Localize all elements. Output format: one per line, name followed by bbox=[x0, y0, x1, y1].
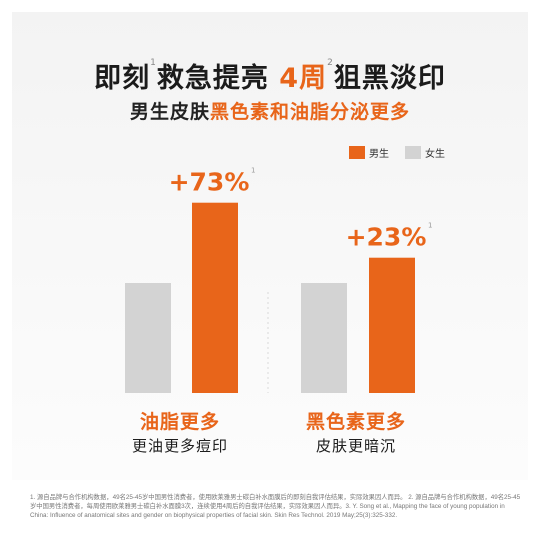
subtitle-accent: 黑色素和油脂分泌更多 bbox=[210, 101, 411, 123]
title-footnote-ref-1: 1 bbox=[150, 58, 157, 68]
background-panel bbox=[12, 12, 528, 480]
page-title: 即刻1救急提亮 4周2狙黑淡印 bbox=[0, 56, 540, 95]
bar-female-1 bbox=[301, 283, 347, 393]
legend-label-male: 男生 bbox=[369, 149, 389, 160]
bar-female-0 bbox=[125, 283, 171, 393]
category-title-oil: 油脂更多 bbox=[139, 411, 220, 433]
footnote: 1. 源自品牌与合作机构数据，49名25-45岁中国男性消费者，使用欧莱雅男士碳… bbox=[30, 494, 521, 519]
bar-male-1 bbox=[369, 257, 415, 393]
chart-legend: 男生 女生 bbox=[349, 145, 461, 160]
legend-item-female: 女生 bbox=[405, 145, 445, 160]
legend-item-male: 男生 bbox=[349, 145, 389, 160]
subtitle-plain: 男生皮肤 bbox=[129, 101, 210, 123]
title-footnote-ref-2: 2 bbox=[327, 58, 334, 68]
legend-label-female: 女生 bbox=[425, 149, 445, 160]
data-label-1: +23% bbox=[346, 223, 427, 252]
category-subtitle-melanin: 皮肤更暗沉 bbox=[315, 437, 396, 455]
title-part-2: 救急提亮 bbox=[156, 63, 269, 94]
category-subtitle-oil: 更油更多痘印 bbox=[131, 437, 228, 455]
data-label-footnote-ref-1: 1 bbox=[428, 222, 432, 230]
data-label-footnote-ref-0: 1 bbox=[251, 167, 255, 175]
bar-male-0 bbox=[192, 202, 238, 393]
title-part-3: 狙黑淡印 bbox=[333, 63, 446, 94]
legend-swatch-male bbox=[349, 146, 365, 159]
category-title-melanin: 黑色素更多 bbox=[305, 411, 406, 433]
title-part-1: 即刻 bbox=[94, 63, 151, 94]
legend-swatch-female bbox=[405, 146, 421, 159]
page-subtitle: 男生皮肤黑色素和油脂分泌更多 bbox=[0, 97, 540, 124]
title-accent: 4周 bbox=[279, 63, 328, 94]
data-label-0: +73% bbox=[169, 168, 250, 197]
